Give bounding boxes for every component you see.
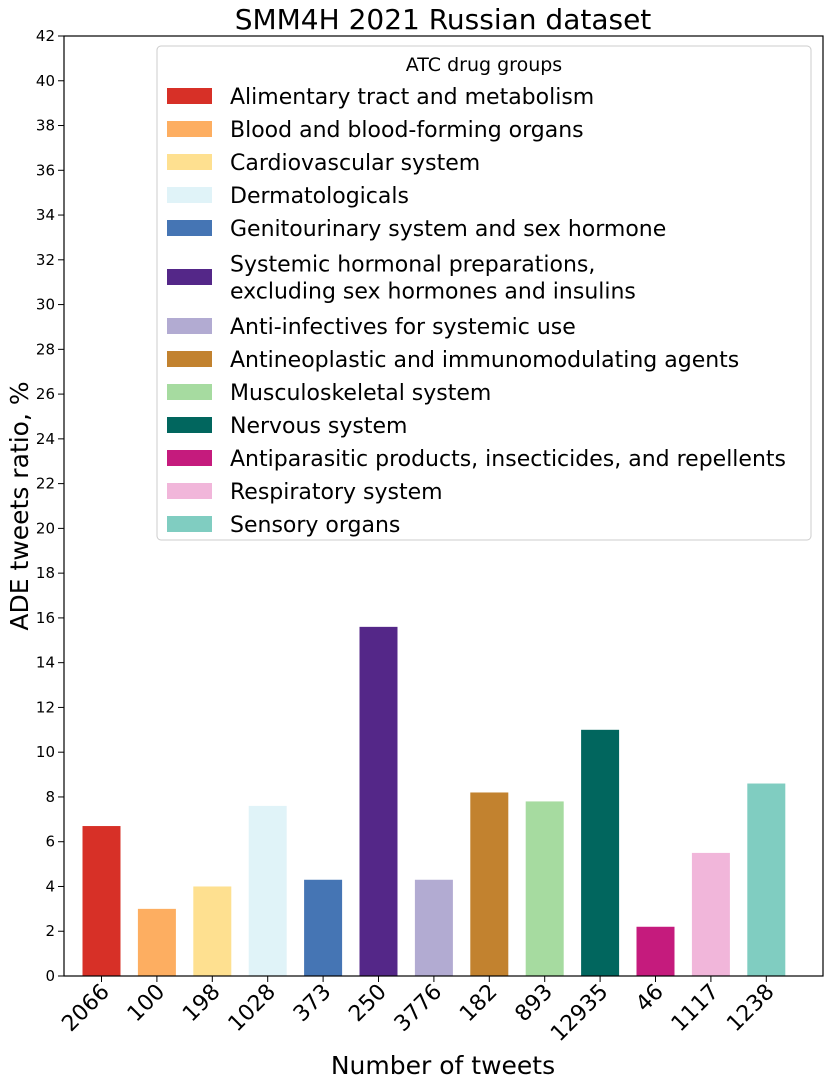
legend-label: Genitourinary system and sex hormone — [230, 217, 666, 242]
legend-label: excluding sex hormones and insulins — [230, 280, 636, 305]
x-tick-label: 3776 — [390, 980, 447, 1037]
legend-swatch — [167, 483, 212, 499]
legend-label: Systemic hormonal preparations, — [230, 253, 595, 278]
plot-frame — [63, 35, 824, 977]
y-tick-label: 2 — [45, 922, 55, 940]
bar — [691, 852, 730, 976]
x-axis-title: Number of tweets — [331, 1051, 555, 1080]
legend-swatch — [167, 450, 212, 466]
legend-label: Musculoskeletal system — [230, 381, 491, 406]
legend-label: Respiratory system — [230, 480, 443, 505]
legend-label: Antiparasitic products, insecticides, an… — [230, 447, 786, 472]
bars — [82, 626, 786, 976]
y-tick-label: 40 — [36, 72, 55, 90]
y-tick-label: 14 — [36, 654, 55, 672]
y-tick-label: 34 — [36, 206, 55, 224]
y-tick-label: 8 — [45, 788, 55, 806]
bar — [304, 879, 343, 976]
bar — [470, 792, 509, 976]
bar — [193, 886, 232, 976]
y-tick-label: 26 — [36, 385, 55, 403]
y-tick-label: 18 — [36, 564, 55, 582]
bar — [414, 879, 453, 976]
legend-swatch — [167, 154, 212, 170]
legend-label: Blood and blood-forming organs — [230, 118, 584, 143]
bar — [248, 805, 287, 976]
legend-swatch — [167, 121, 212, 137]
x-tick-label: 12935 — [546, 980, 613, 1047]
legend-frame — [156, 45, 812, 541]
y-tick-label: 38 — [36, 117, 55, 135]
x-tick-label: 182 — [455, 980, 502, 1027]
legend-label: Anti-infectives for systemic use — [230, 315, 576, 340]
x-tick-label: 1117 — [667, 980, 724, 1037]
bar — [525, 801, 564, 976]
y-tick-label: 32 — [36, 251, 55, 269]
legend-swatch — [167, 220, 212, 236]
x-tick-label: 46 — [631, 980, 668, 1017]
legend-swatch — [167, 88, 212, 104]
legend-swatch — [167, 351, 212, 367]
x-tick-label: 100 — [123, 980, 170, 1027]
x-tick-label: 893 — [511, 980, 558, 1027]
x-tick-label: 373 — [289, 980, 336, 1027]
legend-label: Sensory organs — [230, 513, 400, 538]
x-tick-label: 198 — [178, 980, 225, 1027]
y-tick-label: 6 — [45, 833, 55, 851]
legend-swatch — [167, 187, 212, 203]
legend-title: ATC drug groups — [406, 54, 562, 76]
legend: ATC drug groups Alimentary tract and meta… — [156, 45, 812, 541]
chart-title: SMM4H 2021 Russian dataset — [235, 3, 652, 36]
y-tick-label: 36 — [36, 161, 55, 179]
legend-swatch — [167, 269, 212, 285]
bar — [747, 783, 786, 976]
y-tick-label: 30 — [36, 296, 55, 314]
y-tick-label: 4 — [45, 877, 55, 895]
y-tick-label: 20 — [36, 519, 55, 537]
y-tick-label: 16 — [36, 609, 55, 627]
y-tick-label: 28 — [36, 340, 55, 358]
bar — [581, 729, 620, 976]
legend-swatch — [167, 384, 212, 400]
legend-label: Nervous system — [230, 414, 407, 439]
legend-label: Cardiovascular system — [230, 151, 480, 176]
legend-swatch — [167, 318, 212, 334]
legend-label: Alimentary tract and metabolism — [230, 85, 594, 110]
bar — [636, 926, 675, 976]
x-tick-label: 1028 — [224, 980, 281, 1037]
bar — [137, 908, 176, 976]
y-tick-label: 42 — [36, 27, 55, 45]
legend-label: Antineoplastic and immunomodulating agen… — [230, 348, 739, 373]
y-tick-label: 12 — [36, 698, 55, 716]
y-tick-label: 24 — [36, 430, 55, 448]
y-axis-title: ADE tweets ratio, % — [5, 381, 34, 630]
y-tick-label: 10 — [36, 743, 55, 761]
legend-label: Dermatologicals — [230, 184, 409, 209]
y-tick-label: 22 — [36, 475, 55, 493]
legend-swatch — [167, 516, 212, 532]
bar — [82, 826, 121, 976]
legend-swatch — [167, 417, 212, 433]
bar — [359, 626, 398, 976]
x-tick-label: 1238 — [722, 980, 779, 1037]
x-tick-label: 250 — [344, 980, 391, 1027]
x-tick-label: 2066 — [57, 980, 114, 1037]
y-tick-label: 0 — [45, 967, 55, 985]
